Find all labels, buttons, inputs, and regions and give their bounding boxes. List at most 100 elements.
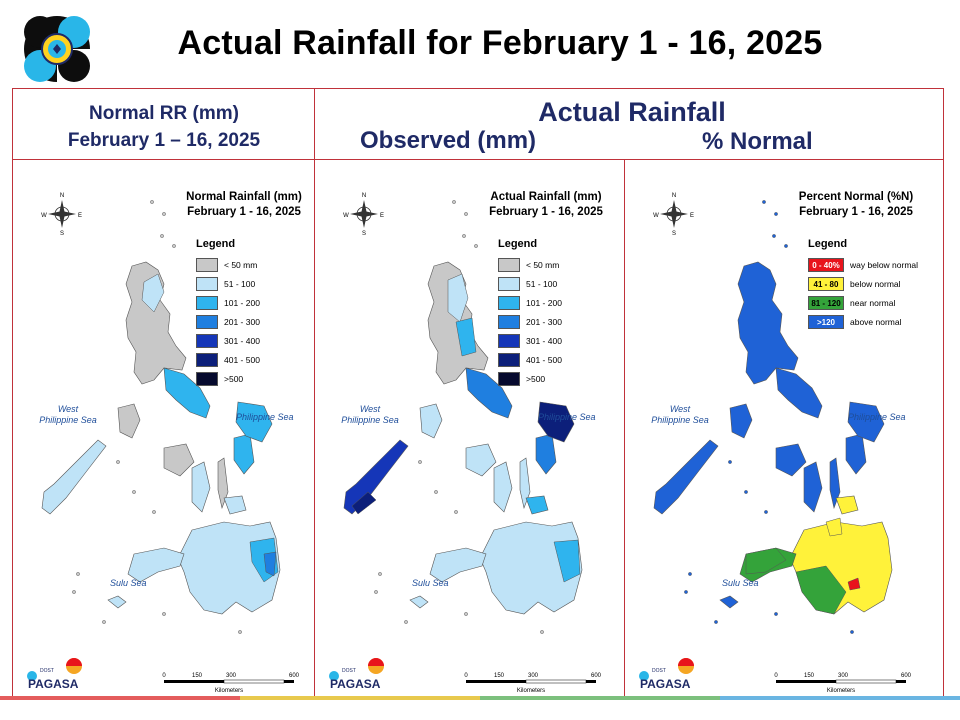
- scale-tick-label: 0: [774, 673, 778, 679]
- region-panay: [163, 443, 195, 477]
- legend-label: way below normal: [850, 260, 919, 270]
- legend-title: Legend: [808, 238, 848, 250]
- region-palawan: [343, 439, 409, 515]
- legend-label: above normal: [850, 317, 902, 327]
- legend-label: near normal: [850, 298, 896, 308]
- region-leyte: [845, 433, 867, 475]
- map-title-line1: Normal Rainfall (mm): [186, 191, 302, 203]
- sea-label-west: West Philippine Sea: [330, 404, 410, 426]
- legend-label: 201 - 300: [526, 317, 562, 327]
- legend-label: 51 - 100: [526, 279, 558, 289]
- islet: [378, 572, 382, 576]
- region-palawan: [41, 439, 107, 515]
- legend-swatch: 81 - 120: [808, 296, 844, 310]
- compass-rose-icon: N S E W: [653, 193, 694, 237]
- legend-swatch: [498, 296, 520, 310]
- normal-header-line2: February 1 – 16, 2025: [67, 130, 261, 151]
- scale-unit-label: Kilometers: [517, 688, 545, 694]
- region-samar: [235, 401, 273, 443]
- pagasa-seal-logo: [22, 14, 92, 84]
- pagasa-logo-text: PAGASA: [28, 677, 79, 691]
- scale-tick-label: 600: [901, 673, 912, 679]
- islet: [160, 234, 164, 238]
- islet: [774, 212, 778, 216]
- compass-s-label: S: [60, 231, 64, 237]
- sea-label-east: Philippine Sea: [236, 412, 294, 422]
- islet: [452, 200, 456, 204]
- region-mindoro: [419, 403, 443, 439]
- region-negros: [493, 461, 513, 513]
- legend-label: below normal: [850, 279, 901, 289]
- islet: [464, 612, 468, 616]
- map-title: Actual Rainfall (mm) February 1 - 16, 202…: [476, 190, 616, 220]
- legend-item: < 50 mm: [498, 258, 559, 272]
- slide-title: Actual Rainfall for February 1 - 16, 202…: [177, 24, 823, 62]
- percent-normal-header: % Normal: [702, 128, 813, 155]
- islet: [374, 590, 378, 594]
- pagasa-logo-text: PAGASA: [640, 677, 691, 691]
- legend-swatch: [196, 353, 218, 367]
- legend-swatch: 41 - 80: [808, 277, 844, 291]
- legend-title: Legend: [196, 238, 236, 250]
- compass-n-label: N: [60, 193, 64, 199]
- strip-segment: [0, 696, 240, 700]
- legend-item: 0 - 40% way below normal: [808, 258, 918, 272]
- map-title-line1: Actual Rainfall (mm): [490, 191, 602, 203]
- compass-s-label: S: [672, 231, 676, 237]
- compass-e-label: E: [690, 213, 694, 219]
- legend-swatch: 0 - 40%: [808, 258, 844, 272]
- islet: [238, 630, 242, 634]
- region-panay: [465, 443, 497, 477]
- scale-tick-label: 0: [464, 673, 468, 679]
- sea-label-east: Philippine Sea: [538, 412, 596, 422]
- scale-bar: 0 150 300 600 Kilometers: [464, 673, 601, 694]
- scale-tick-label: 150: [494, 673, 505, 679]
- islet: [76, 572, 80, 576]
- islet: [714, 620, 718, 624]
- legend-label: < 50 mm: [224, 260, 258, 270]
- islet: [728, 460, 732, 464]
- region-overlay: [745, 547, 787, 575]
- legend-label: 401 - 500: [526, 355, 562, 365]
- legend-item: >500: [196, 372, 243, 386]
- sea-label-line: West: [57, 404, 79, 414]
- pagasa-logo-dost: DOST: [342, 668, 356, 674]
- compass-w-label: W: [41, 213, 47, 219]
- map-svg: N S E W 0 150 300 600 Kilometers PAGASA DOST: [329, 193, 602, 694]
- normal-rainfall-map-panel: N S E W 0 150 300 600 Kilometers PAGASA DOST Normal…: [14, 162, 322, 698]
- map-title: Percent Normal (%N) February 1 - 16, 2025: [786, 190, 926, 220]
- sea-label-line: Philippine Sea: [651, 415, 709, 425]
- islet: [688, 572, 692, 576]
- region-bohol: [223, 495, 247, 515]
- islet: [454, 510, 458, 514]
- legend-label: 301 - 400: [224, 336, 260, 346]
- legend-swatch: [196, 296, 218, 310]
- normal-header-line1: Normal RR (mm): [89, 103, 239, 124]
- legend-item: 101 - 200: [498, 296, 562, 310]
- map-title-line2: February 1 - 16, 2025: [187, 206, 301, 218]
- islet: [434, 490, 438, 494]
- legend-swatch: [196, 372, 218, 386]
- compass-n-label: N: [362, 193, 366, 199]
- region-negros: [191, 461, 211, 513]
- region-bicol: [775, 367, 823, 419]
- legend-swatch: [498, 277, 520, 291]
- legend-label: 101 - 200: [224, 298, 260, 308]
- legend-swatch: [498, 315, 520, 329]
- map-title: Normal Rainfall (mm) February 1 - 16, 202…: [174, 190, 314, 220]
- pagasa-logo: PAGASA DOST: [329, 658, 384, 691]
- scale-tick-label: 300: [528, 673, 539, 679]
- region-overlay: [455, 317, 477, 357]
- legend-swatch: [498, 258, 520, 272]
- sea-label-sulu: Sulu Sea: [110, 578, 147, 588]
- legend-item: 81 - 120 near normal: [808, 296, 895, 310]
- compass-n-label: N: [672, 193, 676, 199]
- sea-label-sulu: Sulu Sea: [722, 578, 759, 588]
- map-svg: N S E W 0 150 300 600 Kilometers PAGASA DOST: [27, 193, 300, 694]
- legend-label: < 50 mm: [526, 260, 560, 270]
- region-overlay: [847, 577, 861, 591]
- legend-item: 201 - 300: [196, 315, 260, 329]
- islet: [418, 460, 422, 464]
- scale-bar: 0 150 300 600 Kilometers: [162, 673, 299, 694]
- compass-e-label: E: [380, 213, 384, 219]
